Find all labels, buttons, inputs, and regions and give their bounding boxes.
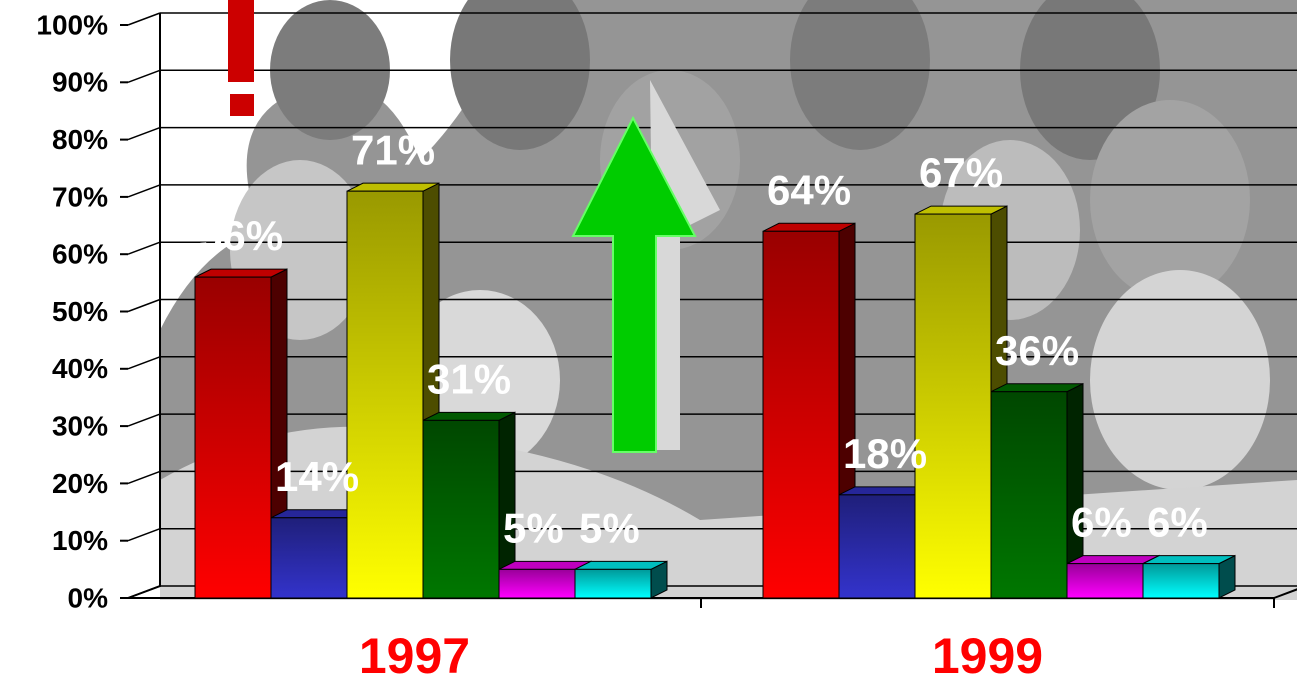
y-tick-label: 100% xyxy=(36,9,108,40)
y-tick-label: 50% xyxy=(52,296,108,327)
bar-top xyxy=(194,268,288,278)
y-tick-label: 30% xyxy=(52,410,108,441)
y-tick-label: 10% xyxy=(52,525,108,556)
grid-side xyxy=(127,241,161,255)
bar xyxy=(990,391,1068,599)
value-label: 31% xyxy=(427,355,511,402)
grid-side xyxy=(127,470,161,485)
silhouette xyxy=(1090,100,1250,300)
bar xyxy=(346,190,424,599)
value-label: 71% xyxy=(351,126,435,173)
bar-top xyxy=(574,560,668,570)
x-tick-label: 1997 xyxy=(359,628,470,684)
grid-side xyxy=(127,184,161,198)
value-label: 18% xyxy=(843,430,927,477)
floor-back xyxy=(1273,588,1297,599)
value-label: 56% xyxy=(199,212,283,259)
grid-side xyxy=(127,298,161,313)
grid-side xyxy=(127,585,161,599)
grid-side xyxy=(127,527,161,542)
bar xyxy=(422,419,500,599)
value-label: 64% xyxy=(767,166,851,213)
grid-side xyxy=(127,12,161,26)
bar xyxy=(498,568,576,599)
bar xyxy=(194,276,272,599)
y-tick-label: 20% xyxy=(52,468,108,499)
bar xyxy=(1142,563,1220,599)
y-tick-label: 70% xyxy=(52,181,108,212)
bar xyxy=(762,230,840,599)
value-label: 67% xyxy=(919,149,1003,196)
grid-side xyxy=(127,126,161,141)
bar-top xyxy=(914,205,1008,215)
grid-side xyxy=(127,69,161,84)
bar xyxy=(914,213,992,599)
bar xyxy=(574,568,652,599)
silhouette xyxy=(1090,270,1270,490)
bar xyxy=(838,494,916,599)
grid-side xyxy=(127,413,161,427)
value-label: 5% xyxy=(503,504,564,551)
silhouette xyxy=(790,0,930,150)
up-arrow xyxy=(571,115,697,453)
bar-top xyxy=(422,411,516,421)
bar-top xyxy=(346,182,440,192)
y-tick-label: 90% xyxy=(52,67,108,98)
exclamation-dot xyxy=(230,94,254,116)
silhouette xyxy=(450,0,590,150)
bar xyxy=(1066,563,1144,599)
x-tick-label: 1999 xyxy=(932,628,1043,684)
y-tick-label: 40% xyxy=(52,353,108,384)
value-label: 36% xyxy=(995,327,1079,374)
value-label: 5% xyxy=(579,504,640,551)
y-tick-label: 0% xyxy=(68,582,109,613)
arrow-shadow xyxy=(650,80,720,450)
value-label: 14% xyxy=(275,453,359,500)
bar xyxy=(270,517,348,599)
y-tick-label: 60% xyxy=(52,239,108,270)
bar-top xyxy=(1142,555,1236,565)
bar-top xyxy=(990,383,1084,393)
grid-side xyxy=(127,356,161,370)
bar-top xyxy=(762,222,856,232)
exclamation-bar xyxy=(228,0,254,82)
value-label: 6% xyxy=(1071,499,1132,546)
value-label: 6% xyxy=(1147,499,1208,546)
y-tick-label: 80% xyxy=(52,124,108,155)
